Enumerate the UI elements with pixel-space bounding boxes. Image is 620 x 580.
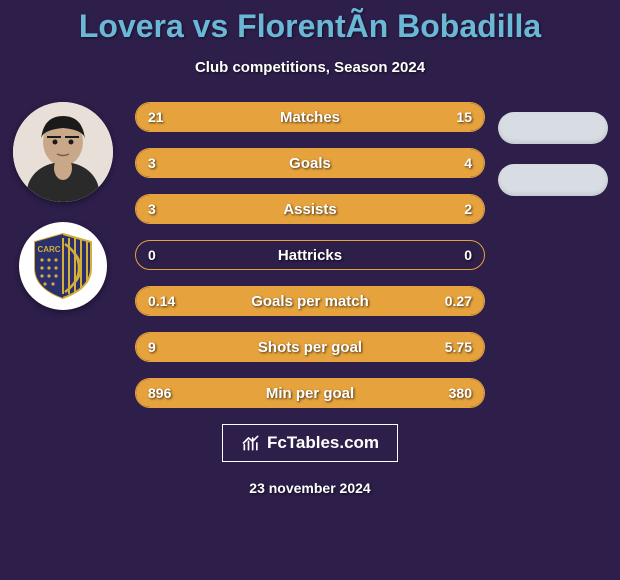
stat-label: Min per goal bbox=[266, 385, 354, 402]
date-text: 23 november 2024 bbox=[0, 480, 620, 496]
stat-label: Matches bbox=[280, 109, 340, 126]
page-title: Lovera vs FlorentÃn Bobadilla bbox=[0, 0, 620, 45]
stat-value-left: 0 bbox=[148, 247, 156, 263]
stat-value-left: 21 bbox=[148, 109, 164, 125]
chart-icon bbox=[241, 433, 261, 453]
stat-value-right: 5.75 bbox=[445, 339, 472, 355]
stat-value-left: 0.14 bbox=[148, 293, 175, 309]
stat-value-left: 3 bbox=[148, 155, 156, 171]
stat-row: 3 4 Goals bbox=[135, 148, 485, 178]
footer: FcTables.com bbox=[0, 424, 620, 462]
player-left-club-badge: CARC bbox=[19, 222, 107, 310]
stat-label: Shots per goal bbox=[258, 339, 362, 356]
stat-row: 3 2 Assists bbox=[135, 194, 485, 224]
player-left-column: CARC bbox=[8, 102, 118, 310]
stat-label: Assists bbox=[283, 201, 336, 218]
stat-value-right: 0 bbox=[464, 247, 472, 263]
stat-value-right: 15 bbox=[456, 109, 472, 125]
stat-row: 0 0 Hattricks bbox=[135, 240, 485, 270]
site-logo: FcTables.com bbox=[222, 424, 398, 462]
player-left-avatar bbox=[13, 102, 113, 202]
stat-label: Goals per match bbox=[251, 293, 369, 310]
svg-text:CARC: CARC bbox=[37, 245, 60, 254]
stat-value-right: 380 bbox=[449, 385, 472, 401]
stat-value-left: 3 bbox=[148, 201, 156, 217]
stat-value-right: 2 bbox=[464, 201, 472, 217]
player-right-column bbox=[498, 102, 608, 196]
site-logo-text: FcTables.com bbox=[267, 433, 379, 453]
player-right-club-placeholder bbox=[498, 164, 608, 196]
stat-row: 21 15 Matches bbox=[135, 102, 485, 132]
comparison-content: CARC bbox=[0, 102, 620, 408]
stat-value-left: 9 bbox=[148, 339, 156, 355]
stat-fill-left bbox=[136, 149, 286, 177]
stat-label: Goals bbox=[289, 155, 331, 172]
stat-value-right: 0.27 bbox=[445, 293, 472, 309]
stat-label: Hattricks bbox=[278, 247, 342, 264]
stat-value-left: 896 bbox=[148, 385, 171, 401]
stat-row: 9 5.75 Shots per goal bbox=[135, 332, 485, 362]
player-right-avatar-placeholder bbox=[498, 112, 608, 144]
page-subtitle: Club competitions, Season 2024 bbox=[0, 59, 620, 76]
stat-row: 0.14 0.27 Goals per match bbox=[135, 286, 485, 316]
stats-table: 21 15 Matches 3 4 Goals 3 2 Assists 0 0 Hattricks 0.… bbox=[135, 102, 485, 408]
stat-value-right: 4 bbox=[464, 155, 472, 171]
stat-row: 896 380 Min per goal bbox=[135, 378, 485, 408]
